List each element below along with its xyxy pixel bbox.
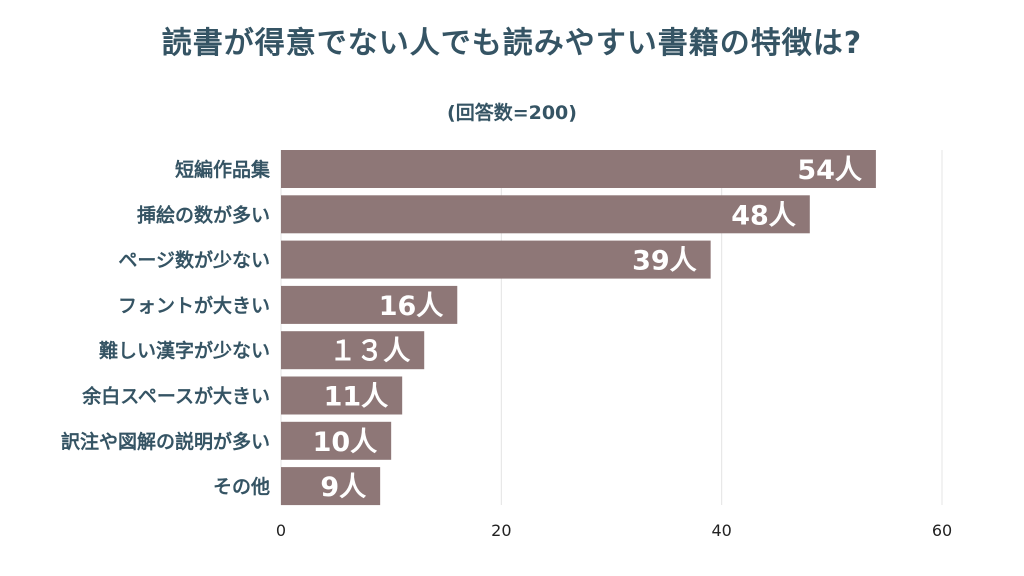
value-label: 10人 (313, 427, 378, 458)
category-label: 余白スペースが大きい (81, 385, 270, 408)
value-label: 48人 (731, 200, 796, 231)
category-label: 挿絵の数が多い (137, 203, 270, 226)
category-label: 短編作品集 (175, 158, 271, 181)
bar (281, 467, 381, 506)
value-label: 9人 (320, 472, 366, 503)
bar (281, 240, 711, 279)
bar (281, 195, 810, 234)
value-label: １３人 (329, 336, 410, 367)
bar (281, 285, 458, 324)
bar (281, 150, 876, 188)
value-label: 11人 (324, 382, 389, 413)
category-label: その他 (213, 475, 270, 498)
bar (281, 376, 403, 415)
category-label: ページ数が少ない (118, 249, 270, 272)
category-label: 訳注や図解の説明が多い (61, 430, 270, 453)
value-label: 54人 (797, 155, 862, 186)
x-tick-label: 40 (711, 521, 731, 540)
chart-subtitle: (回答数=200) (447, 102, 577, 124)
x-tick-label: 20 (491, 521, 511, 540)
x-tick-label: 60 (932, 521, 952, 540)
bar (281, 421, 392, 460)
value-label: 16人 (379, 291, 444, 322)
category-label: フォントが大きい (118, 294, 270, 317)
bar (281, 331, 425, 370)
chart-title: 読書が得意でない人でも読みやすい書籍の特徴は? (161, 26, 863, 61)
value-label: 39人 (632, 246, 697, 277)
x-tick-label: 0 (276, 521, 286, 540)
category-label: 難しい漢字が少ない (99, 339, 270, 362)
